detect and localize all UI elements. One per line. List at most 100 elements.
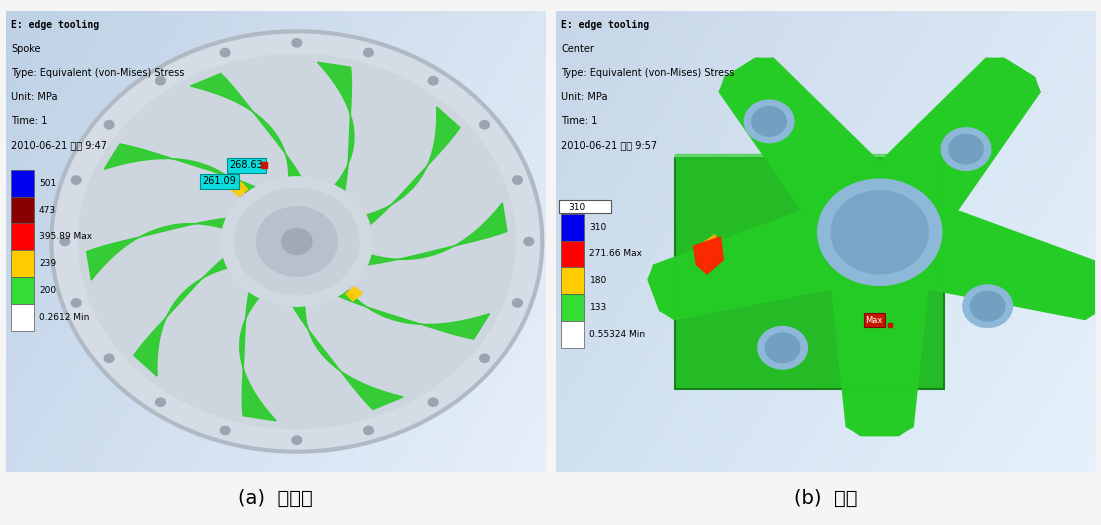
Text: Spoke: Spoke (11, 44, 41, 54)
Polygon shape (329, 284, 490, 339)
Text: E: edge tooling: E: edge tooling (11, 20, 99, 30)
Text: E: edge tooling: E: edge tooling (562, 20, 650, 30)
Polygon shape (288, 299, 403, 410)
Circle shape (72, 176, 81, 184)
Circle shape (752, 107, 786, 136)
Text: Type: Equivalent (von-Mises) Stress: Type: Equivalent (von-Mises) Stress (11, 68, 184, 78)
FancyBboxPatch shape (11, 224, 33, 250)
Text: Center: Center (562, 44, 595, 54)
Text: 180: 180 (589, 276, 607, 285)
Polygon shape (826, 232, 934, 436)
Text: 0.55324 Min: 0.55324 Min (589, 330, 645, 339)
Circle shape (765, 333, 799, 363)
Circle shape (363, 48, 373, 57)
Polygon shape (190, 74, 305, 184)
FancyBboxPatch shape (11, 197, 33, 224)
Circle shape (513, 176, 522, 184)
Polygon shape (863, 188, 1101, 320)
Text: 2010-06-21 오전 9:57: 2010-06-21 오전 9:57 (562, 140, 657, 150)
Circle shape (105, 121, 115, 129)
Circle shape (941, 128, 991, 170)
Text: (a)  스포크: (a) 스포크 (238, 489, 313, 508)
Circle shape (949, 134, 983, 164)
Text: 239: 239 (39, 259, 56, 268)
Polygon shape (358, 209, 368, 220)
Text: Time: 1: Time: 1 (562, 116, 598, 126)
FancyBboxPatch shape (562, 214, 584, 240)
Polygon shape (134, 253, 236, 376)
Text: 133: 133 (589, 303, 607, 312)
Text: 501: 501 (39, 179, 56, 188)
Text: 0.2612 Min: 0.2612 Min (39, 313, 89, 322)
Text: 200: 200 (39, 286, 56, 295)
Text: 261.09: 261.09 (203, 176, 237, 186)
Polygon shape (836, 58, 1040, 259)
FancyBboxPatch shape (11, 277, 33, 304)
Polygon shape (648, 188, 896, 318)
Polygon shape (240, 284, 276, 421)
Text: 310: 310 (589, 223, 607, 232)
Circle shape (155, 77, 165, 85)
Circle shape (235, 188, 359, 295)
Circle shape (428, 77, 438, 85)
Circle shape (282, 228, 312, 255)
FancyBboxPatch shape (562, 240, 584, 267)
Text: Max: Max (865, 316, 883, 324)
Polygon shape (675, 154, 945, 159)
Text: 271.66 Max: 271.66 Max (589, 249, 643, 258)
Circle shape (513, 299, 522, 307)
Circle shape (818, 179, 941, 286)
Polygon shape (701, 235, 718, 267)
Circle shape (292, 39, 302, 47)
Polygon shape (863, 188, 1101, 318)
Circle shape (970, 291, 1005, 321)
Circle shape (363, 426, 373, 435)
Circle shape (52, 32, 543, 452)
Polygon shape (317, 62, 353, 199)
Polygon shape (694, 237, 723, 274)
Polygon shape (226, 263, 236, 274)
Polygon shape (358, 203, 506, 266)
FancyBboxPatch shape (11, 250, 33, 277)
Polygon shape (241, 191, 253, 201)
Polygon shape (721, 58, 924, 259)
Circle shape (78, 55, 515, 428)
Text: Unit: MPa: Unit: MPa (11, 92, 57, 102)
Circle shape (831, 191, 928, 274)
Polygon shape (87, 217, 236, 280)
Circle shape (220, 48, 230, 57)
Circle shape (59, 237, 69, 246)
Circle shape (428, 398, 438, 406)
Polygon shape (358, 107, 460, 230)
Text: 2010-06-21 오전 9:47: 2010-06-21 오전 9:47 (11, 140, 107, 150)
Text: Time: 1: Time: 1 (11, 116, 47, 126)
Text: 268.63: 268.63 (229, 160, 263, 170)
Text: 310: 310 (568, 203, 586, 213)
Circle shape (480, 121, 489, 129)
Polygon shape (346, 287, 362, 301)
Polygon shape (231, 182, 248, 196)
FancyBboxPatch shape (11, 304, 33, 331)
Text: Unit: MPa: Unit: MPa (562, 92, 608, 102)
Polygon shape (341, 282, 352, 292)
Text: 473: 473 (39, 206, 56, 215)
Polygon shape (826, 232, 934, 436)
Bar (675, 159, 945, 390)
Polygon shape (648, 188, 896, 320)
Circle shape (221, 177, 372, 306)
Circle shape (480, 354, 489, 362)
Circle shape (72, 299, 81, 307)
Text: (b)  쑨터: (b) 쑨터 (794, 489, 858, 508)
Circle shape (292, 436, 302, 444)
Polygon shape (836, 58, 1038, 259)
Circle shape (220, 426, 230, 435)
FancyBboxPatch shape (562, 267, 584, 294)
Circle shape (744, 100, 794, 143)
FancyBboxPatch shape (562, 294, 584, 321)
FancyBboxPatch shape (558, 200, 611, 213)
Text: 395.89 Max: 395.89 Max (39, 233, 92, 242)
FancyBboxPatch shape (11, 170, 33, 197)
Polygon shape (105, 144, 264, 199)
Polygon shape (719, 58, 924, 259)
Circle shape (155, 398, 165, 406)
